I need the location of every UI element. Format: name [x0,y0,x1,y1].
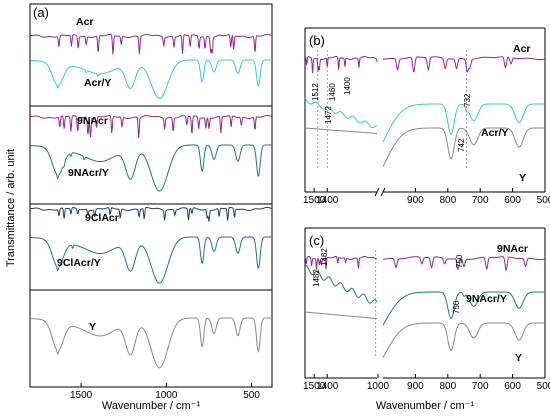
trace-b-y-right [382,127,546,167]
trace-c-y-left [304,311,378,320]
panel-c-ann-750-a: 750 [455,254,464,268]
trace-c-9nacr-right [382,256,546,272]
panel-c-ann-1482-b: 1482 [320,248,329,266]
panel-c-letter: (c) [309,233,324,248]
y-axis-label: Transmittance / arb. unit [5,149,17,267]
panel-b-ann-1460: 1460 [328,83,337,101]
panel-a-tick-label-500: 500 [243,390,260,401]
trace-c-9nacr-y-left [304,264,378,304]
trace-b-acr-left [304,55,378,74]
trace-y [29,317,272,369]
panel-b-dashed-guides [317,50,467,170]
panel-a-letter: (a) [33,5,49,20]
panel-b-tick-label-500: 500 [537,195,550,206]
trace-b-acr-y-right [382,103,546,143]
panel-c-ann-1482-a: 1482 [312,269,321,287]
panel-c-tick-label-800: 800 [439,381,456,392]
panel-a-box-1 [29,3,273,107]
label-9nacr: 9NAcr [77,115,108,127]
trace-9nacr [29,114,273,138]
panel-b-tick-label-800: 800 [439,195,456,206]
panel-c: (c) 9NAcr 9NAcr/Y Y 1482 1482 750 750 15… [303,227,550,412]
panel-c-tick-label-1400: 1400 [316,381,339,392]
panel-b-tick-label-1500: 1500 [303,195,326,206]
trace-c-9nacr-y-right [382,291,546,326]
label-acr-y: Acr/Y [84,77,111,89]
trace-acr [29,33,273,55]
panel-c-tick-label-1500: 1500 [303,381,326,392]
panel-c-x-label: Wavenumber / cm⁻¹ [376,400,475,412]
trace-c-9nacr-left [304,255,378,270]
panel-c-ann-750-b: 750 [452,300,461,314]
panel-a: (a) Acr Acr/Y 9NAcr 9NAcr/Y 9ClAcr 9ClAc… [29,3,273,412]
panel-b-tick-label-600: 600 [504,195,521,206]
panel-a-x-label: Wavenumber / cm⁻¹ [102,400,201,412]
panel-b-tick-label-900: 900 [407,195,424,206]
panel-a-tick-label-1500: 1500 [70,390,93,401]
trace-9nacr-y [29,144,272,192]
panel-b-ann-1512: 1512 [311,83,320,101]
label-y: Y [89,321,96,333]
panel-c-label-y: Y [515,352,522,364]
panel-b-label-acr: Acr [513,43,531,55]
panel-c-tick-label-700: 700 [472,381,489,392]
panel-b-label-y: Y [519,172,526,184]
panel-b-axis-break [374,187,386,197]
label-acr: Acr [76,16,94,28]
panel-a-box-4 [29,289,273,388]
trace-b-y-left [304,127,378,134]
trace-c-y-right [382,322,546,358]
trace-9clacr-y [29,236,272,284]
panel-b-tick-label-700: 700 [472,195,489,206]
panel-c-label-9nacr: 9NAcr [497,243,528,255]
trace-acr-y [29,59,272,99]
panel-b-letter: (b) [309,33,325,48]
trace-b-acr-y-left [304,97,378,129]
panel-b-ann-1472: 1472 [324,106,333,124]
trace-b-acr-right [382,56,546,73]
label-9clacr-y: 9ClAcr/Y [57,257,101,269]
label-9nacr-y: 9NAcr/Y [68,167,109,179]
trace-9clacr [29,206,273,222]
panel-c-tick-label-500: 500 [537,381,550,392]
panel-b-ann-732: 732 [463,93,472,107]
panel-a-tick-label-1000: 1000 [155,390,178,401]
panel-c-tick-label-1000: 1000 [367,381,390,392]
panel-b-ann-1400: 1400 [343,77,352,95]
panel-b-ann-742: 742 [457,138,466,152]
panel-b-label-acr-y: Acr/Y [481,127,508,139]
panel-b: (b) Acr Acr/Y Y 1512 1472 1460 1400 732 … [303,27,550,206]
panel-c-tick-label-600: 600 [504,381,521,392]
label-9clacr: 9ClAcr [85,212,119,224]
panel-c-label-9nacr-y: 9NAcr/Y [466,293,507,305]
panel-b-tick-label-1400: 1400 [316,195,339,206]
panel-c-tick-label-900: 900 [407,381,424,392]
panel-a-ticks: 1500 1000 500 [70,383,260,401]
